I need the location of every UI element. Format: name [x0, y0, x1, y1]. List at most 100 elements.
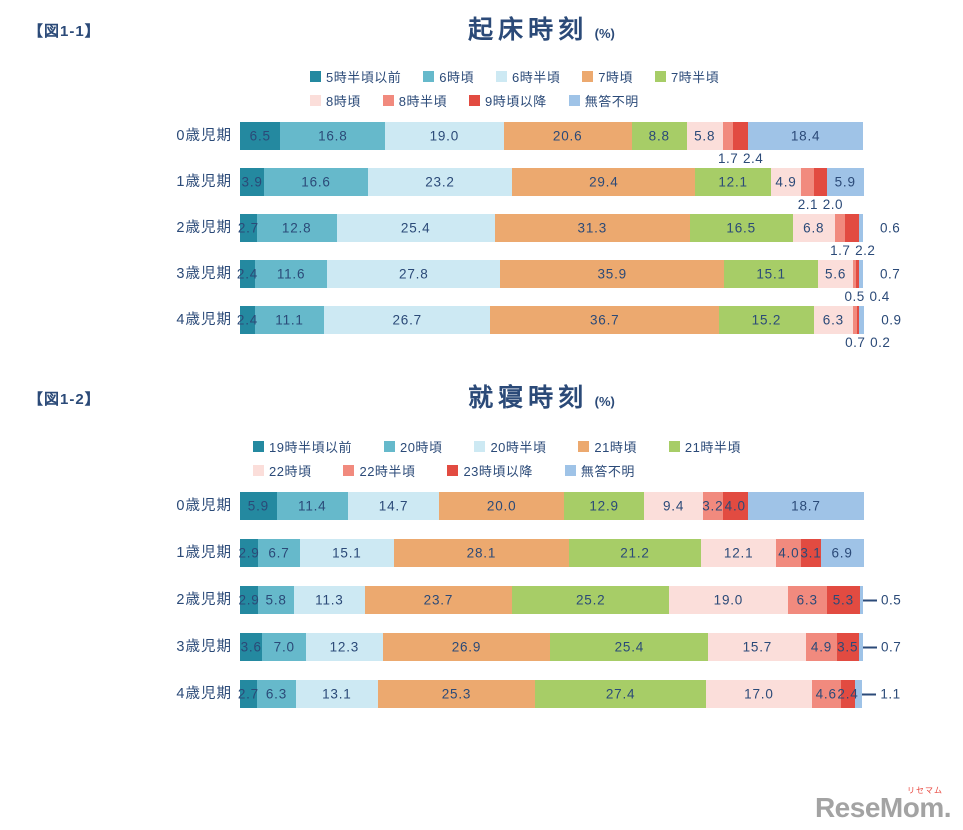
value-label: 16.6 — [301, 174, 331, 190]
bar-row: 4歳児期 2.7 6.3 13.1 25.3 27.4 17.0 4.6 2.4 1.1 — [82, 680, 900, 708]
value-text: 0.9 — [881, 312, 902, 328]
value-text: 0.5 — [881, 592, 902, 608]
value-label: 16.5 — [726, 220, 756, 236]
bar-segment: 6.9 — [820, 539, 864, 567]
legend-swatch-icon — [310, 94, 321, 106]
value-label: 6.5 — [249, 128, 271, 144]
value-label: 35.9 — [597, 266, 627, 282]
legend-swatch-icon — [564, 464, 576, 476]
value-label: 5.8 — [265, 592, 287, 608]
legend-swatch-icon — [474, 440, 486, 452]
legend-swatch-icon — [253, 440, 264, 452]
legend-swatch-icon — [382, 94, 394, 106]
bar-segment: 8.8 — [631, 122, 687, 150]
bar-segment — [733, 122, 749, 150]
bar-segment: 26.9 — [382, 633, 551, 661]
bar-segment: 35.9 — [500, 260, 725, 288]
value-label: 2.9 — [238, 545, 260, 561]
connector-line — [863, 646, 877, 648]
bar-segment: 25.4 — [336, 214, 495, 242]
value-label-below: 0.7 — [845, 335, 866, 350]
legend-item: 8時半頃 — [382, 91, 447, 110]
bar-segment: 12.1 — [700, 539, 777, 567]
bar-segment — [852, 260, 857, 288]
value-label: 11.1 — [275, 312, 304, 328]
value-label: 23.7 — [423, 592, 454, 608]
wakeup-time-chart: 【図1-1】 起床時刻 (%) 5時半頃以前 6時頃 6時半頃 7時頃 7時半頃 8時頃… — [0, 4, 963, 370]
value-label: 18.7 — [791, 498, 821, 514]
category-label: 2歳児期 — [176, 220, 232, 236]
legend-label: 7時頃 — [598, 69, 633, 85]
value-label: 11.4 — [298, 498, 327, 514]
bar-segment: 2.9 — [238, 539, 260, 567]
bar-segment: 2.7 — [238, 214, 258, 242]
value-label: 8.8 — [648, 128, 670, 144]
legend-label: 6時半頃 — [511, 69, 561, 85]
bar-segment: 15.2 — [719, 306, 814, 334]
chart-rows: 0歳児期 5.9 11.4 14.7 20.0 12.9 9.4 3.2 4.0 18.7 1歳児期… — [82, 492, 901, 727]
bar-segment: 4.9 — [770, 168, 802, 196]
legend-swatch-icon — [423, 70, 435, 82]
bar-segment — [857, 306, 859, 334]
value-label: 4.0 — [724, 498, 746, 514]
legend-row: 5時半頃以前 6時頃 6時半頃 7時頃 7時半頃 — [310, 64, 741, 88]
bar-segment: 3.6 — [240, 633, 263, 661]
value-label: 19.0 — [713, 592, 744, 608]
chart-rows: 0歳児期 6.5 16.8 19.0 20.6 8.8 5.8 1.7 2.4 18.4 1歳児期 3… — [82, 122, 901, 352]
value-label: 16.8 — [318, 128, 348, 144]
value-label: 5.3 — [832, 592, 854, 608]
category-label: 0歳児期 — [176, 128, 232, 144]
chart-unit: (%) — [594, 394, 615, 409]
value-label: 2.4 — [236, 312, 259, 328]
legend-label: 22時頃 — [269, 463, 312, 479]
bar-segment: 16.6 — [264, 168, 368, 196]
bar-segment: 29.4 — [512, 168, 696, 196]
value-text: 0.6 — [880, 220, 901, 236]
legend-item: 9時頃以降 — [468, 91, 547, 110]
stacked-bar: 2.9 5.8 11.3 23.7 25.2 19.0 6.3 5.3 0.5 — [238, 586, 901, 614]
value-label: 13.1 — [322, 686, 352, 702]
bar-segment: 2.4 — [237, 260, 257, 288]
bar-segment: 4.9 — [806, 633, 837, 661]
bar-segment: 18.7 — [747, 492, 865, 520]
bar-segment — [855, 680, 863, 708]
value-label: 5.9 — [247, 498, 269, 514]
legend-item: 19時半頃以前 — [253, 437, 352, 456]
legend-label: 5時半頃以前 — [326, 69, 402, 85]
bar-segment: 4.0 — [776, 539, 802, 567]
legend-label: 6時頃 — [439, 69, 474, 85]
bar-segment — [859, 214, 863, 242]
legend-label: 21時頃 — [594, 439, 637, 455]
bar-segment — [845, 214, 860, 242]
value-label: 12.1 — [718, 174, 748, 190]
legend-swatch-icon — [668, 440, 680, 452]
value-label: 15.2 — [751, 312, 782, 328]
value-label-below: 1.7 — [830, 243, 851, 258]
connector-line — [862, 693, 877, 695]
value-label: 3.5 — [837, 639, 859, 655]
legend-label: 20時半頃 — [490, 439, 547, 455]
category-label: 1歳児期 — [176, 545, 232, 561]
value-label: 12.1 — [723, 545, 754, 561]
bar-segment — [834, 214, 846, 242]
value-label: 36.7 — [589, 312, 620, 328]
bar-row: 0歳児期 6.5 16.8 19.0 20.6 8.8 5.8 1.7 2.4 18.4 — [82, 122, 863, 166]
legend: 19時半頃以前 20時頃 20時半頃 21時頃 21時半頃 22時頃 22時半頃 23時頃以… — [253, 434, 773, 482]
value-label-below: 0.5 — [844, 289, 865, 304]
legend-row: 8時頃 8時半頃 9時頃以降 無答不明 — [310, 88, 741, 112]
figure-label: 【図1-1】 — [28, 23, 101, 40]
value-label-below: 2.4 — [742, 151, 764, 166]
bar-segment: 23.7 — [364, 586, 513, 614]
value-label: 5.6 — [824, 266, 847, 282]
category-label: 0歳児期 — [176, 498, 232, 514]
bar-segment: 11.4 — [276, 492, 348, 520]
bar-segment — [856, 260, 859, 288]
legend-label: 23時頃以降 — [463, 463, 533, 479]
bar-segment: 6.5 — [240, 122, 281, 150]
category-label: 1歳児期 — [176, 174, 232, 190]
stacked-bar: 3.9 16.6 23.2 29.4 12.1 4.9 2.1 2.0 5.9 — [240, 168, 864, 212]
chart-title: 就寝時刻 — [468, 384, 589, 412]
legend-item: 21時頃 — [578, 437, 636, 456]
value-label: 15.1 — [332, 545, 362, 561]
